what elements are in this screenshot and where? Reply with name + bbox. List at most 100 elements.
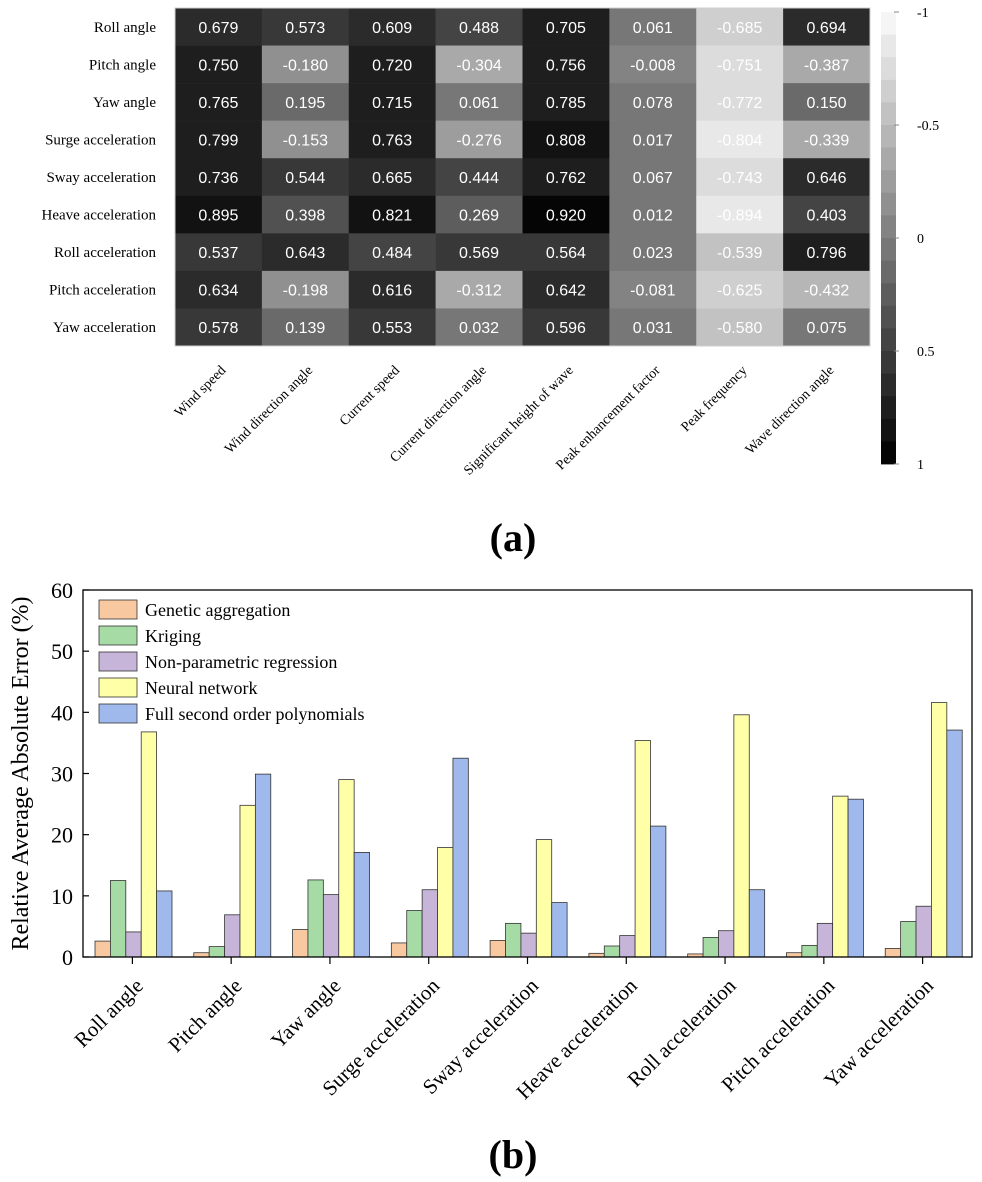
bar [650,825,667,958]
heatmap-cell-value: 0.403 [807,208,847,225]
heatmap-cell-value: -0.153 [283,132,328,149]
panel-label-b: (b) [489,1132,538,1177]
colorbar-step [881,373,896,397]
y-tick-label: 0 [62,945,73,970]
heatmap-cell-value: 0.578 [198,320,238,337]
heatmap-cell-value: 0.679 [198,20,238,37]
heatmap-cell [783,45,871,84]
heatmap-column-label: Current direction angle [387,363,489,465]
heatmap-cell-value: 0.031 [633,320,673,337]
bar [110,880,127,958]
heatmap-cell [435,270,523,309]
colorbar-step [881,147,896,171]
heatmap-cell-value: 0.821 [372,208,412,225]
legend-label: Non-parametric regression [145,652,337,672]
heatmap-cell-value: 0.553 [372,320,412,337]
heatmap-cell [783,83,871,121]
heatmap-cell-value: -0.743 [717,170,762,187]
heatmap-cell [348,120,436,159]
y-axis-label: Relative Average Absolute Error (%) [8,596,34,950]
heatmap-cell [783,195,871,234]
heatmap-cell [522,120,610,159]
heatmap-column-label: Wind direction angle [222,363,316,457]
heatmap-cell-value: 0.573 [285,20,325,37]
heatmap-cell [261,233,350,272]
heatmap-row-label: Surge acceleration [45,132,156,148]
colorbar-tick-label: 0 [917,232,924,247]
heatmap-cell [696,8,784,46]
heatmap-cell [175,8,263,46]
heatmap-cell-value: -0.580 [717,320,762,337]
heatmap-cell [696,158,784,197]
heatmap-row-labels: Roll angle Pitch angle Yaw angle Surge acce… [42,20,157,336]
bar [140,731,157,958]
colorbar-tick-label: 0.5 [917,345,935,360]
heatmap-cell [522,8,610,46]
heatmap-cell [435,158,523,197]
heatmap-cells: 0.679 0.573 0.609 0.488 0.705 0.061 -0.685 0.69… [174,7,871,347]
heatmap-cell-value: -0.539 [717,245,762,262]
y-tick-label: 30 [51,762,73,787]
x-tick-label: Yaw angle [266,974,345,1053]
heatmap-cell-value: 0.643 [285,245,325,262]
heatmap-cell [522,158,610,197]
bar [603,945,621,958]
colorbar-step [881,238,896,261]
bar [915,905,932,958]
bar [718,930,735,958]
heatmap-cell [609,195,697,234]
heatmap-cell [261,45,350,84]
heatmap-row-label: Heave acceleration [42,208,157,224]
heatmap-cell-value: 0.609 [372,20,412,37]
heatmap-cell-value: -0.625 [717,283,762,300]
heatmap-cell-value: 0.596 [546,320,586,337]
bar [505,922,522,958]
heatmap-cell-value: 0.537 [198,245,238,262]
colorbar-step [881,441,896,465]
heatmap-cell-value: 0.398 [285,208,325,225]
bar [437,847,454,958]
colorbar-step [881,12,896,35]
heatmap-cell [522,83,610,121]
colorbar-tick-label: 1 [917,458,924,473]
heatmap-cell-value: -0.304 [456,57,501,74]
heatmap-cell [609,83,697,121]
bar [884,948,902,958]
heatmap-row-label: Yaw acceleration [53,320,157,336]
legend-swatch [98,703,138,724]
heatmap-cell-value: 0.665 [372,170,412,187]
heatmap-cell-value: 0.195 [285,95,325,112]
heatmap-cell-value: 0.075 [807,320,847,337]
heatmap-cell [435,45,523,84]
heatmap-cell [261,270,350,309]
y-tick-label: 10 [51,884,73,909]
heatmap-cell [175,45,263,84]
heatmap-cell-value: 0.544 [285,170,325,187]
heatmap-cell [783,8,871,46]
heatmap-cell-value: 0.642 [546,283,586,300]
heatmap-cell [435,8,523,46]
bar [801,944,818,958]
heatmap-cell-value: 0.763 [372,132,412,149]
heatmap-cell [783,233,871,272]
bar [208,946,225,958]
heatmap-cell-value: 0.078 [633,95,673,112]
heatmap-cell [348,8,436,46]
heatmap-cell [696,45,784,84]
heatmap-cell-value: 0.616 [372,283,412,300]
heatmap-cell [783,308,871,347]
legend-swatch [98,625,138,646]
bar [702,937,719,958]
heatmap-cell [522,308,610,347]
heatmap-cell [609,8,697,46]
colorbar-step [881,215,896,239]
colorbar-step [881,305,896,329]
heatmap-cell-value: -0.081 [630,283,675,300]
heatmap-cell [609,120,697,159]
x-tick-label: Pitch angle [163,974,246,1057]
y-tick-label: 60 [51,578,73,603]
heatmap-cell-value: 0.720 [372,57,412,74]
legend-label: Kriging [145,626,201,646]
